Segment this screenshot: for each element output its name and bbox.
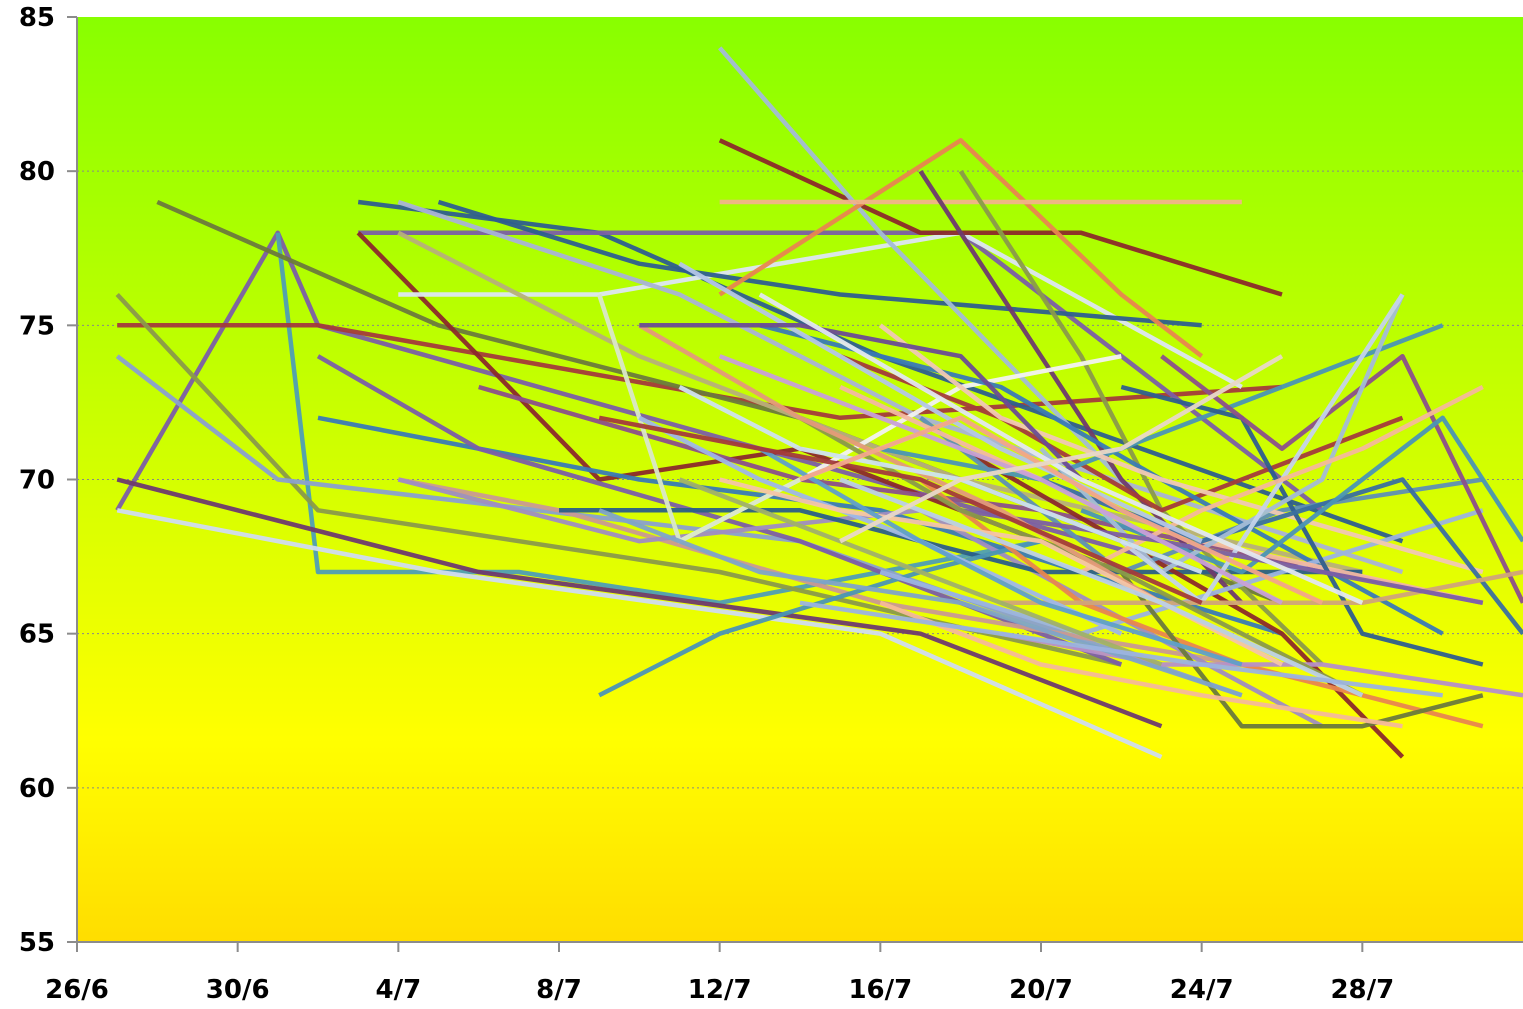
series-line-25 xyxy=(718,138,1204,358)
series-line-5 xyxy=(115,354,1243,698)
y-tick-label-65: 65 xyxy=(19,620,55,650)
x-tick-label-20-7: 20/7 xyxy=(1009,975,1073,1005)
series-line-33 xyxy=(759,323,1444,636)
series-line-53 xyxy=(678,261,1203,544)
y-tick-label-55: 55 xyxy=(19,928,55,958)
y-axis-tick-labels: 55 60 65 70 75 80 85 xyxy=(19,3,55,958)
y-tick-label-60: 60 xyxy=(19,774,55,804)
series-line-66 xyxy=(839,354,1284,544)
series-line-15 xyxy=(397,199,1404,575)
axes xyxy=(67,16,1523,952)
series-lines xyxy=(115,46,1523,760)
x-tick-label-16-7: 16/7 xyxy=(848,975,912,1005)
series-line-68 xyxy=(799,600,1443,698)
series-line-56 xyxy=(678,384,1203,575)
x-tick-label-12-7: 12/7 xyxy=(688,975,752,1005)
y-tick-label-75: 75 xyxy=(19,311,55,341)
series-line-7 xyxy=(116,477,1163,729)
x-tick-label-4-7: 4/7 xyxy=(375,975,421,1005)
series-line-24 xyxy=(718,46,1123,482)
x-tick-label-8-7: 8/7 xyxy=(536,975,582,1005)
series-line-65 xyxy=(839,477,1364,698)
x-tick-label-30-6: 30/6 xyxy=(206,975,270,1005)
series-line-22 xyxy=(598,539,1042,698)
series-line-49 xyxy=(960,508,1484,606)
series-line-6 xyxy=(116,508,1163,760)
series-line-46 xyxy=(1119,293,1405,606)
series-line-50 xyxy=(1000,631,1523,698)
series-line-9 xyxy=(357,199,1404,544)
series-line-39 xyxy=(878,323,1484,575)
series-line-28 xyxy=(958,169,1324,667)
series-line-42 xyxy=(1160,353,1523,604)
series-line-55 xyxy=(639,323,1083,482)
series-line-27 xyxy=(918,169,1244,605)
series-line-60 xyxy=(718,354,1284,605)
series-line-32 xyxy=(959,446,1405,759)
series-line-58 xyxy=(758,446,1243,667)
y-tick-label-70: 70 xyxy=(19,466,55,496)
x-tick-label-28-7: 28/7 xyxy=(1330,975,1394,1005)
series-line-52 xyxy=(638,323,1163,605)
x-tick-label-24-7: 24/7 xyxy=(1170,975,1234,1005)
series-line-61 xyxy=(758,292,1364,605)
series-line-48 xyxy=(1000,569,1523,606)
series-line-67 xyxy=(879,600,1403,729)
x-tick-label-26-6: 26/6 xyxy=(45,975,109,1005)
y-tick-label-80: 80 xyxy=(19,157,55,187)
x-axis-tick-labels: 26/6 30/6 4/7 8/7 12/7 16/7 20/7 24/7 28/7 xyxy=(45,975,1394,1005)
series-line-59 xyxy=(678,477,1163,667)
series-line-47 xyxy=(1080,384,1484,575)
series-line-14 xyxy=(398,230,1243,389)
series-line-3 xyxy=(117,323,1283,421)
y-tick-label-85: 85 xyxy=(19,3,55,33)
series-line-40 xyxy=(1119,570,1484,729)
